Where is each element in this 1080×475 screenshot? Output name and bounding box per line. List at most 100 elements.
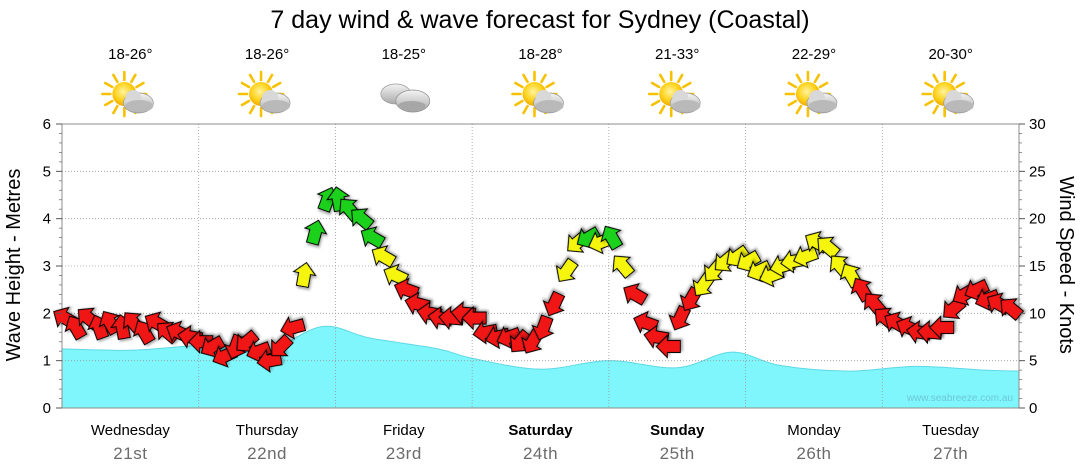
left-tick-label: 4 xyxy=(43,211,51,228)
sun-ray xyxy=(514,81,524,89)
wind-arrow xyxy=(280,316,307,340)
wind-arrow-shape xyxy=(555,257,579,283)
wind-arrow-shape xyxy=(668,304,692,331)
right-tick-label: 0 xyxy=(1029,400,1037,417)
sun-ray xyxy=(658,104,666,115)
wind-arrow-shape xyxy=(132,320,156,346)
wind-arrow xyxy=(928,315,955,340)
left-axis-ticks: 0 1 2 3 4 5 6 xyxy=(43,116,62,417)
wind-arrow-shape xyxy=(1000,298,1025,322)
wind-arrows xyxy=(53,186,1025,374)
sun-ray xyxy=(676,73,684,84)
sun-ray xyxy=(522,73,529,84)
sun-ray xyxy=(240,81,251,89)
wind-arrow xyxy=(817,236,841,260)
sun-cloud-icon xyxy=(921,70,974,118)
sun-ray xyxy=(248,73,256,84)
right-axis-ticks: 0 5 10 15 20 25 30 xyxy=(1019,116,1046,417)
cloud-base xyxy=(125,100,154,112)
wind-arrow xyxy=(655,334,681,359)
day-name-label: Thursday xyxy=(236,422,299,439)
sun-ray xyxy=(514,99,524,107)
day-name-label: Monday xyxy=(787,422,841,439)
day-name-label: Tuesday xyxy=(922,422,979,439)
day-labels: Wednesday 21st Thursday 22nd Friday 23rd Satur… xyxy=(91,422,980,463)
sun-ray xyxy=(924,99,934,107)
wind-arrow-shape xyxy=(351,208,375,232)
sun-ray xyxy=(950,73,957,84)
sun-ray xyxy=(658,73,666,84)
sun-ray xyxy=(924,81,934,89)
wind-arrow xyxy=(383,263,410,287)
wind-arrow-shape xyxy=(600,225,624,251)
day-date-label: 21st xyxy=(113,444,147,463)
wind-arrow xyxy=(531,314,555,341)
wind-arrow xyxy=(964,278,991,302)
plot-area xyxy=(53,123,1025,409)
wind-arrow xyxy=(371,245,397,268)
temperature-range: 21-33° xyxy=(655,46,699,63)
sun-ray xyxy=(135,81,145,89)
wind-arrow-shape xyxy=(461,305,487,331)
sun-ray xyxy=(795,104,803,115)
sun-ray xyxy=(932,73,939,84)
wind-arrow-shape xyxy=(371,245,397,268)
left-tick-label: 3 xyxy=(43,258,51,275)
sun-cloud-icon xyxy=(237,70,291,118)
day-date-label: 25th xyxy=(660,444,695,463)
wind-arrow xyxy=(542,290,566,317)
wind-arrow-shape xyxy=(360,226,386,250)
sun-cloud-icon xyxy=(511,70,564,118)
chart-title: 7 day wind & wave forecast for Sydney (C… xyxy=(270,6,809,34)
wind-arrow-shape xyxy=(236,329,260,353)
sun-cloud-icon xyxy=(784,70,838,118)
sun-ray xyxy=(650,99,661,107)
sun-ray xyxy=(104,99,114,107)
credit-text: www.seabreeze.com.au xyxy=(906,393,1013,404)
wind-arrow-shape xyxy=(928,315,955,340)
sun-ray xyxy=(545,81,555,89)
cloud-base xyxy=(535,100,564,112)
wind-arrow-shape xyxy=(393,277,420,301)
wind-arrow xyxy=(612,255,636,280)
wind-arrow-shape xyxy=(200,335,226,358)
sun-cloud-icon xyxy=(101,70,154,118)
wind-arrow xyxy=(793,245,820,269)
wind-arrow-shape xyxy=(655,334,681,359)
day-name-label: Wednesday xyxy=(91,422,170,439)
left-tick-label: 6 xyxy=(43,116,51,133)
cloud-base xyxy=(262,100,291,112)
sun-ray xyxy=(540,73,547,84)
temperature-range: 22-29° xyxy=(792,46,836,63)
sun-cloud-icon xyxy=(647,70,701,118)
sun-ray xyxy=(240,99,251,107)
wind-arrow xyxy=(360,226,386,250)
wind-arrow-shape xyxy=(793,245,820,269)
sun-ray xyxy=(112,104,119,115)
daily-temperatures: 18-26° 18-26° 18-25° 18-28° 21-33° 22-29° 20-3… xyxy=(108,46,973,63)
cloud-base xyxy=(672,100,701,112)
right-tick-label: 25 xyxy=(1029,163,1046,180)
wind-arrow-shape xyxy=(383,263,410,287)
left-tick-label: 5 xyxy=(43,163,51,180)
wind-arrow-shape xyxy=(246,340,273,364)
sun-ray xyxy=(112,73,119,84)
temperature-range: 18-28° xyxy=(518,46,562,63)
wind-arrow-shape xyxy=(271,333,294,357)
wind-arrow-shape xyxy=(280,316,307,340)
right-axis-label: Wind Speed - Knots xyxy=(1055,176,1077,354)
temperature-range: 20-30° xyxy=(928,46,972,63)
wind-arrow xyxy=(236,329,260,353)
cloud-base xyxy=(397,101,426,111)
wind-arrow-shape xyxy=(531,314,555,341)
daily-weather-icons xyxy=(101,70,974,118)
cloud-base xyxy=(945,100,974,112)
sun-ray xyxy=(787,99,798,107)
wind-arrow xyxy=(496,325,523,350)
left-axis-label: Wave Height - Metres xyxy=(3,169,25,362)
sun-ray xyxy=(787,81,798,89)
wind-arrow-shape xyxy=(496,325,523,350)
wind-arrow xyxy=(461,305,487,331)
wind-arrow-shape xyxy=(612,255,636,280)
day-date-label: 22nd xyxy=(247,444,287,463)
